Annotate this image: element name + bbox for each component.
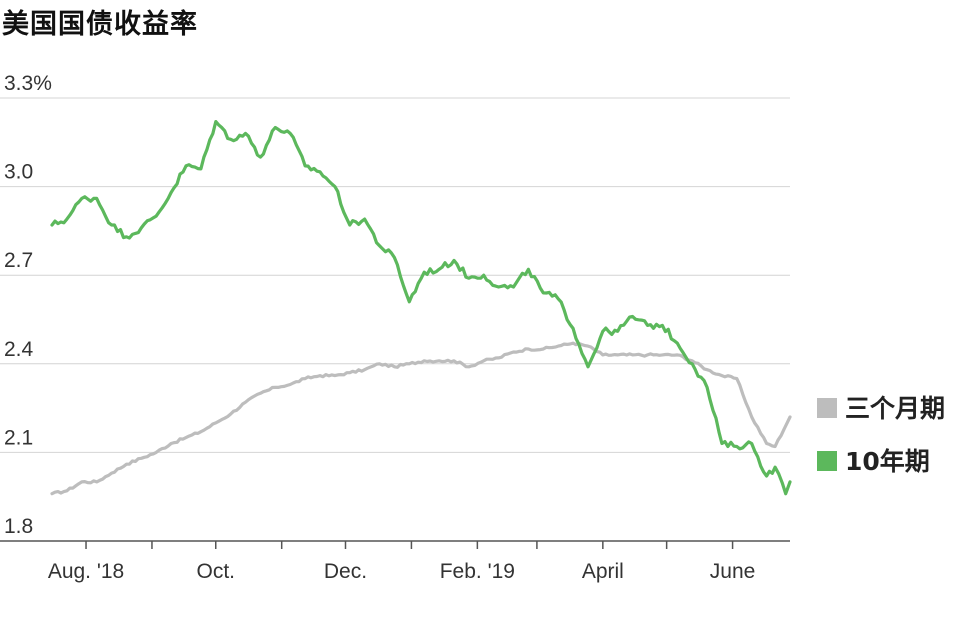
y-tick-label: 3.3% xyxy=(4,72,52,95)
legend: 三个月期 10年期 xyxy=(817,394,945,476)
y-tick-label: 2.7 xyxy=(4,249,33,272)
x-tick-label: Oct. xyxy=(197,560,236,583)
x-axis: Aug. '18 Oct. Dec. Feb. '19 April June xyxy=(48,541,756,583)
series-lines xyxy=(50,120,792,496)
legend-swatch xyxy=(817,398,837,418)
x-tick-label: Feb. '19 xyxy=(440,560,515,583)
chart-title: 美国国债收益率 xyxy=(2,9,198,40)
y-tick-label: 1.8 xyxy=(4,515,33,538)
legend-label: 三个月期 xyxy=(845,394,945,423)
grid-lines xyxy=(0,97,790,542)
x-tick-label: Dec. xyxy=(324,560,367,583)
y-tick-label: 2.4 xyxy=(4,338,34,361)
series-line-0 xyxy=(50,341,792,496)
series-line-1 xyxy=(50,120,792,496)
legend-swatch xyxy=(817,451,837,471)
y-tick-label: 2.1 xyxy=(4,426,33,449)
y-axis-ticks: 3.3% 3.0 2.7 2.4 2.1 1.8 xyxy=(4,72,52,538)
x-tick-label: June xyxy=(710,560,756,583)
x-tick-label: April xyxy=(582,560,624,583)
x-tick-label: Aug. '18 xyxy=(48,560,124,583)
legend-label: 10年期 xyxy=(845,447,930,476)
y-tick-label: 3.0 xyxy=(4,161,33,184)
